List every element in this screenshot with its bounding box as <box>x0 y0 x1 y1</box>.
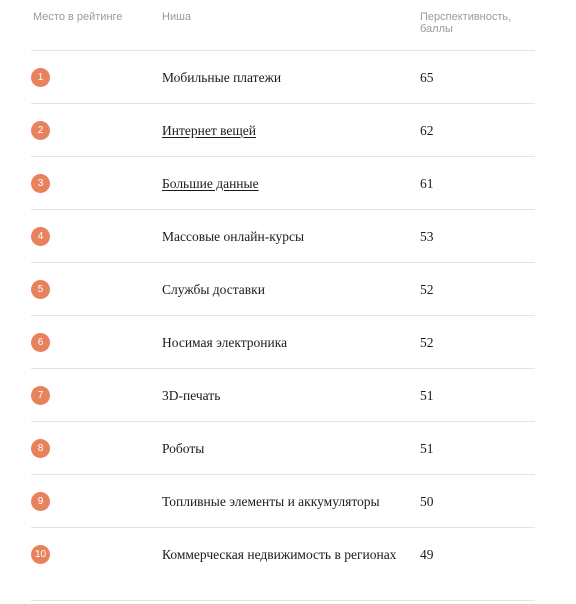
rank-badge: 7 <box>31 386 50 405</box>
score-value: 52 <box>420 282 434 297</box>
table-row: 1 Мобильные платежи 65 <box>31 51 535 104</box>
table-row: 3 Большие данные 61 <box>31 157 535 210</box>
rank-badge: 10 <box>31 545 50 564</box>
score-value: 49 <box>420 547 434 562</box>
niche-label: Службы доставки <box>162 282 265 297</box>
rank-badge: 6 <box>31 333 50 352</box>
niche-link[interactable]: Интернет вещей <box>162 123 257 138</box>
niche-label: Носимая электроника <box>162 335 288 350</box>
rank-badge: 3 <box>31 174 50 193</box>
table-header: Место в рейтинге Ниша Перспективность, б… <box>31 0 535 51</box>
header-niche: Ниша <box>162 11 192 23</box>
niche-label: Роботы <box>162 441 205 456</box>
niche-label: Мобильные платежи <box>162 70 282 85</box>
rank-badge: 5 <box>31 280 50 299</box>
niche-label: Массовые онлайн-курсы <box>162 229 305 244</box>
score-value: 50 <box>420 494 434 509</box>
score-value: 51 <box>420 388 434 403</box>
score-value: 61 <box>420 176 434 191</box>
table-row: 10 Коммерческая недвижимость в регионах … <box>31 528 535 601</box>
table-row: 4 Массовые онлайн-курсы 53 <box>31 210 535 263</box>
rank-badge: 1 <box>31 68 50 87</box>
niche-label: Коммерческая недвижимость в регионах <box>162 547 397 562</box>
score-value: 53 <box>420 229 434 244</box>
rank-badge: 8 <box>31 439 50 458</box>
table-row: 8 Роботы 51 <box>31 422 535 475</box>
rank-badge: 2 <box>31 121 50 140</box>
header-score: Перспективность, баллы <box>420 11 512 35</box>
table-row: 2 Интернет вещей 62 <box>31 104 535 157</box>
table-row: 9 Топливные элементы и аккумуляторы 50 <box>31 475 535 528</box>
score-value: 62 <box>420 123 434 138</box>
header-rank: Место в рейтинге <box>33 11 123 23</box>
ranking-table: Место в рейтинге Ниша Перспективность, б… <box>31 0 535 601</box>
niche-label: Топливные элементы и аккумуляторы <box>162 494 380 509</box>
score-value: 51 <box>420 441 434 456</box>
table-row: 7 3D-печать 51 <box>31 369 535 422</box>
score-value: 52 <box>420 335 434 350</box>
rank-badge: 4 <box>31 227 50 246</box>
score-value: 65 <box>420 70 434 85</box>
niche-label: 3D-печать <box>162 388 221 403</box>
table-row: 6 Носимая электроника 52 <box>31 316 535 369</box>
niche-link[interactable]: Большие данные <box>162 176 259 191</box>
rank-badge: 9 <box>31 492 50 511</box>
table-row: 5 Службы доставки 52 <box>31 263 535 316</box>
